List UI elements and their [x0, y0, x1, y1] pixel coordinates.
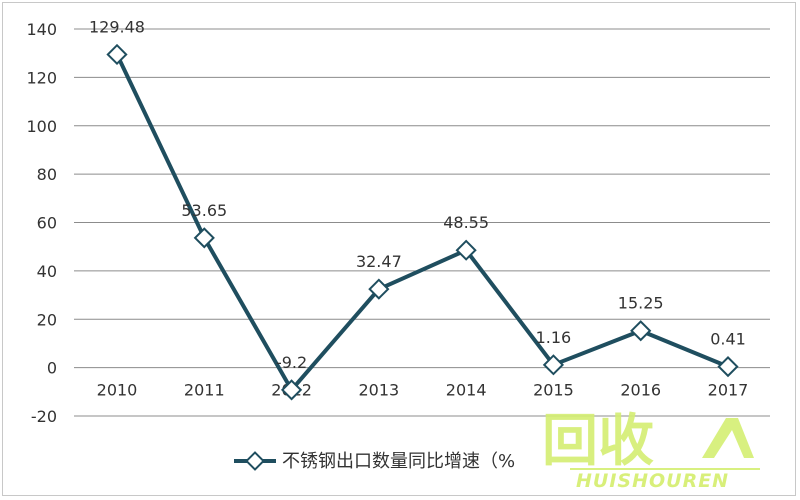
- series-line: [115, 53, 729, 392]
- watermark-logo-text: 回收: [542, 409, 654, 474]
- x-tick-label: 2010: [97, 381, 138, 400]
- series-markers: [106, 43, 739, 401]
- data-label: 53.65: [181, 201, 227, 220]
- watermark-person-icon: [702, 418, 754, 458]
- y-tick-label: 0: [47, 359, 57, 378]
- data-point-marker: [106, 43, 128, 66]
- y-tick-label: 80: [37, 165, 57, 184]
- data-point-marker: [455, 239, 477, 261]
- data-point-marker: [630, 320, 652, 342]
- data-label: 129.48: [89, 17, 145, 36]
- legend: 不锈钢出口数量同比增速（%: [234, 451, 515, 472]
- series-line-layer: [115, 53, 729, 392]
- x-tick-label: 2013: [358, 381, 399, 400]
- legend-label: 不锈钢出口数量同比增速（%: [282, 451, 515, 472]
- y-tick-label: 40: [37, 262, 57, 281]
- legend-marker: [245, 451, 265, 471]
- y-tick-label: 140: [26, 20, 57, 39]
- data-point-marker: [368, 278, 390, 300]
- x-tick-label: 2017: [708, 381, 749, 400]
- y-tick-label: 120: [26, 68, 57, 87]
- watermark-underline: [570, 468, 760, 470]
- x-tick-label: 2011: [184, 381, 225, 400]
- y-tick-label: -20: [31, 407, 57, 426]
- data-label: 1.16: [536, 328, 572, 347]
- data-labels: 129.48 53.65 -9.2 32.47 48.55 1.16 15.25 0.41: [89, 17, 746, 371]
- x-tick-label: 2014: [446, 381, 487, 400]
- data-label: -9.2: [276, 353, 307, 372]
- y-tick-label: 100: [26, 117, 57, 136]
- y-tick-label: 20: [37, 310, 57, 329]
- data-label: 0.41: [710, 330, 746, 349]
- data-point-marker: [193, 227, 215, 249]
- x-tick-label: 2015: [533, 381, 574, 400]
- x-axis-ticks: 20102011201220132014201520162017: [97, 381, 749, 400]
- data-point-marker: [717, 356, 739, 378]
- data-point-marker: [542, 354, 565, 376]
- y-axis-ticks: -20 0 20 40 60 80 100 120 140: [26, 20, 57, 426]
- data-point-marker: [280, 379, 303, 401]
- y-tick-label: 60: [37, 214, 57, 233]
- x-tick-label: 2016: [620, 381, 661, 400]
- watermark-logo: 回收 HUISHOUREN: [540, 400, 780, 496]
- data-label: 15.25: [618, 294, 664, 313]
- data-label: 48.55: [443, 213, 489, 232]
- gridlines: [74, 28, 770, 417]
- watermark-brand-text: HUISHOUREN: [576, 470, 730, 492]
- data-label: 32.47: [356, 252, 402, 271]
